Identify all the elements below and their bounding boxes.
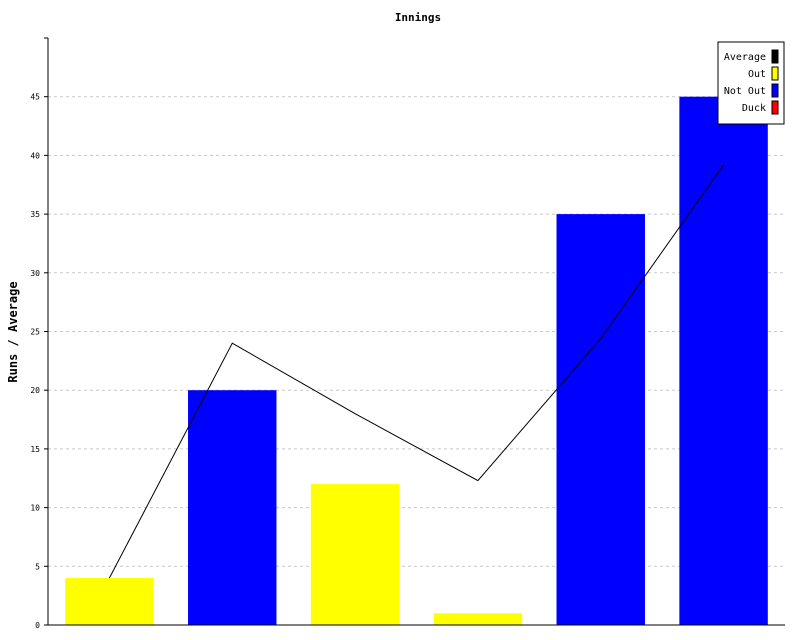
legend-swatch: [771, 66, 779, 81]
gridlines: [48, 96, 785, 567]
bar: [556, 214, 645, 625]
y-tick-label: 40: [30, 151, 40, 160]
y-tick-label: 15: [30, 445, 40, 454]
legend-label: Duck: [742, 103, 766, 114]
y-tick-label: 25: [30, 328, 40, 337]
y-tick-label: 20: [30, 386, 40, 395]
y-tick-label: 10: [30, 504, 40, 513]
legend-label: Average: [724, 52, 766, 63]
bar: [679, 96, 768, 625]
bar: [65, 578, 154, 625]
legend-label: Out: [748, 69, 766, 80]
average-line-layer: [108, 164, 725, 579]
y-tick-label: 45: [30, 93, 40, 102]
legend-label: Not Out: [724, 86, 766, 97]
y-tick-label: 5: [35, 562, 40, 571]
chart-title: Innings: [395, 11, 441, 24]
y-axis-label: Runs / Average: [6, 281, 20, 382]
bar: [310, 484, 400, 625]
legend: Average Out Not Out Duck: [717, 41, 785, 125]
axes: 0 5 10 15 20 25 30 35 40 45: [30, 37, 785, 630]
legend-swatch: [771, 83, 779, 98]
bar: [433, 613, 523, 625]
y-tick-label: 0: [35, 621, 40, 630]
average-line: [108, 164, 725, 579]
bars: [65, 96, 768, 625]
y-tick-label: 30: [30, 269, 40, 278]
bar: [188, 390, 277, 625]
legend-swatch: [771, 49, 779, 64]
y-tick-label: 35: [30, 210, 40, 219]
legend-swatch: [771, 100, 779, 115]
